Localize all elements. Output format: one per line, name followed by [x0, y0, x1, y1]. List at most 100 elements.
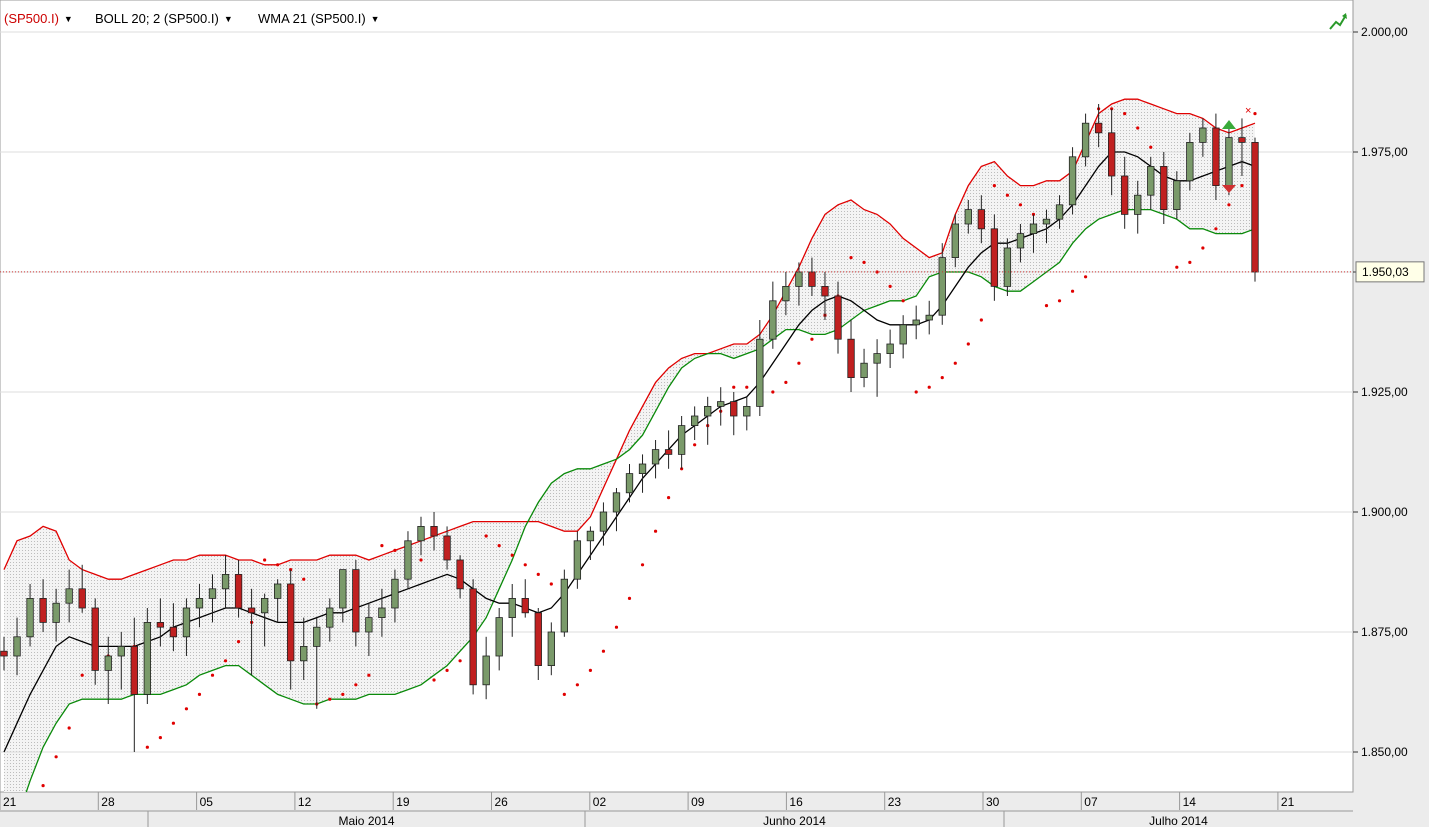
candle[interactable] [117, 632, 125, 690]
trend-up-icon[interactable] [1329, 13, 1347, 30]
candle[interactable] [951, 214, 959, 268]
legend-symbol-dropdown-icon[interactable]: ▼ [63, 14, 73, 24]
candle[interactable] [534, 608, 542, 680]
candle[interactable] [221, 555, 230, 608]
candle[interactable] [143, 608, 152, 704]
candle[interactable] [873, 339, 881, 397]
candle[interactable] [847, 320, 855, 392]
candle[interactable] [1134, 180, 1142, 234]
candle[interactable] [1107, 108, 1116, 196]
candle[interactable] [182, 598, 191, 656]
candle[interactable] [352, 560, 360, 647]
candle[interactable] [273, 579, 282, 623]
candle[interactable] [1147, 156, 1155, 210]
candle[interactable] [234, 560, 243, 618]
candle[interactable] [573, 531, 582, 589]
candle[interactable] [378, 588, 386, 637]
candle[interactable] [521, 579, 529, 618]
candle[interactable] [625, 464, 634, 503]
candle[interactable] [860, 348, 868, 388]
candle[interactable] [990, 214, 999, 301]
candle[interactable] [1121, 156, 1129, 229]
candle[interactable] [1160, 152, 1168, 224]
candle[interactable] [1251, 137, 1259, 282]
candle[interactable] [0, 636, 8, 671]
candle[interactable] [482, 636, 490, 700]
candle[interactable] [782, 272, 790, 316]
candle[interactable] [1199, 118, 1207, 157]
candle[interactable] [638, 454, 647, 493]
legend-boll-dropdown-icon[interactable]: ▼ [223, 14, 233, 24]
candle[interactable] [730, 392, 738, 436]
candle[interactable] [834, 281, 842, 354]
candle[interactable] [169, 603, 178, 652]
candle[interactable] [430, 512, 438, 551]
candle[interactable] [52, 588, 60, 642]
candle[interactable] [313, 617, 321, 709]
candle[interactable] [599, 502, 608, 546]
candle[interactable] [1094, 104, 1103, 148]
candle[interactable] [247, 588, 256, 676]
candle[interactable] [26, 584, 34, 647]
candle[interactable] [717, 387, 725, 426]
candle[interactable] [1016, 224, 1025, 263]
candle[interactable] [1029, 214, 1038, 253]
candle[interactable] [495, 608, 503, 671]
candle[interactable] [39, 579, 47, 632]
legend-boll[interactable]: BOLL 20; 2 (SP500.I) ▼ [95, 11, 233, 26]
candle[interactable] [547, 622, 555, 676]
candle[interactable] [769, 281, 777, 349]
candle[interactable] [977, 195, 986, 244]
candle[interactable] [651, 440, 660, 479]
candle[interactable] [1042, 209, 1051, 244]
bollinger-lower-line[interactable] [4, 208, 1256, 827]
candle[interactable] [690, 406, 699, 440]
candle[interactable] [65, 569, 73, 623]
candle[interactable] [130, 617, 138, 752]
candle[interactable] [743, 396, 751, 431]
candle[interactable] [886, 329, 894, 368]
candle[interactable] [560, 569, 569, 637]
legend-wma[interactable]: WMA 21 (SP500.I) ▼ [258, 11, 380, 26]
candle[interactable] [287, 569, 295, 690]
candle[interactable] [1055, 195, 1064, 229]
candle[interactable] [339, 569, 347, 623]
candle[interactable] [391, 569, 399, 623]
candle[interactable] [417, 516, 425, 556]
candle[interactable] [104, 636, 112, 704]
candle[interactable] [13, 617, 21, 676]
candle[interactable] [808, 257, 816, 296]
candle[interactable] [1238, 118, 1246, 176]
candle[interactable] [925, 300, 933, 335]
candle[interactable] [300, 617, 308, 680]
bollinger-upper-line[interactable] [3, 98, 1256, 580]
candle[interactable] [1212, 113, 1220, 200]
candle[interactable] [938, 243, 946, 325]
candle[interactable] [443, 526, 451, 570]
candle[interactable] [612, 488, 621, 532]
candle[interactable] [156, 598, 165, 647]
candle[interactable] [508, 584, 516, 637]
candle[interactable] [326, 598, 334, 642]
candle[interactable] [208, 574, 217, 623]
candle[interactable] [456, 555, 464, 599]
candle[interactable] [964, 200, 972, 234]
candle[interactable] [1186, 132, 1194, 191]
candle[interactable] [756, 320, 764, 416]
candle[interactable] [704, 396, 712, 445]
candle[interactable] [1003, 238, 1012, 296]
candle[interactable] [664, 430, 673, 469]
candle[interactable] [404, 531, 412, 589]
candle[interactable] [586, 526, 595, 560]
candle[interactable] [365, 603, 373, 656]
candle[interactable] [821, 272, 829, 320]
candle[interactable] [677, 416, 686, 469]
legend-symbol[interactable]: (SP500.I) ▼ [4, 11, 73, 26]
candle[interactable] [78, 564, 86, 613]
candle[interactable] [912, 305, 920, 340]
candle[interactable] [1081, 113, 1090, 167]
candle[interactable] [1068, 147, 1077, 215]
candle[interactable] [1173, 171, 1181, 220]
candle[interactable] [260, 593, 269, 647]
